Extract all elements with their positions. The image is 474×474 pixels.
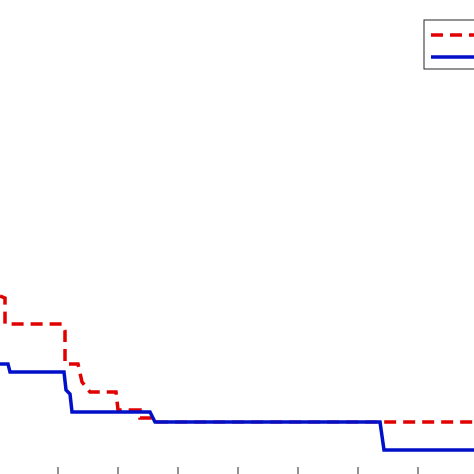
legend-box [423,19,474,70]
axis-layer [57,467,419,474]
series-layer [0,294,474,452]
series-line-1 [0,362,474,452]
legend [423,19,474,70]
series-line-0 [0,294,474,424]
